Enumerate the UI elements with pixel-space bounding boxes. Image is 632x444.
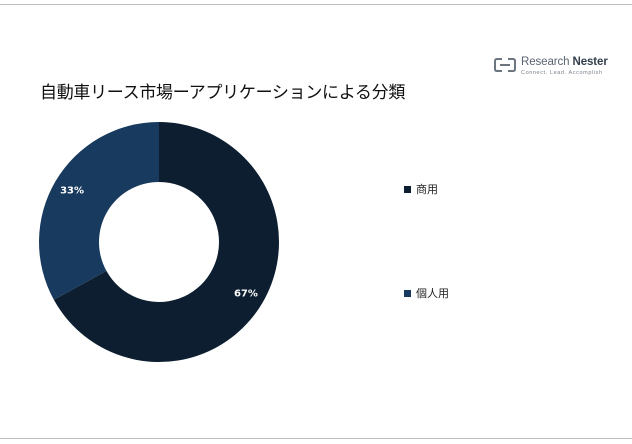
legend-item-0: 商用 bbox=[404, 182, 438, 196]
chart-title: 自動車リース市場ーアプリケーションによる分類 bbox=[40, 83, 406, 103]
legend-swatch-1 bbox=[404, 289, 411, 297]
data-label-1: 33% bbox=[60, 186, 84, 197]
bottom-rule bbox=[0, 438, 632, 439]
legend-item-1: 個人用 bbox=[404, 286, 449, 300]
legend-swatch-0 bbox=[404, 185, 411, 193]
research-nester-logo: Research Nester Connect. Lead. Accomplis… bbox=[494, 56, 608, 78]
logo-name-part1: Research bbox=[521, 56, 573, 68]
top-rule bbox=[0, 4, 632, 5]
donut-slice-1 bbox=[38, 122, 159, 300]
logo-name: Research Nester bbox=[521, 56, 608, 68]
logo-name-part2: Nester bbox=[572, 56, 608, 68]
logo-mark-icon bbox=[494, 58, 516, 72]
logo-tagline: Connect. Lead. Accomplish bbox=[521, 70, 603, 76]
donut-slice-0 bbox=[53, 122, 279, 362]
legend-label-0: 商用 bbox=[416, 183, 438, 196]
data-label-0: 67% bbox=[234, 288, 258, 299]
legend-label-1: 個人用 bbox=[416, 287, 449, 300]
